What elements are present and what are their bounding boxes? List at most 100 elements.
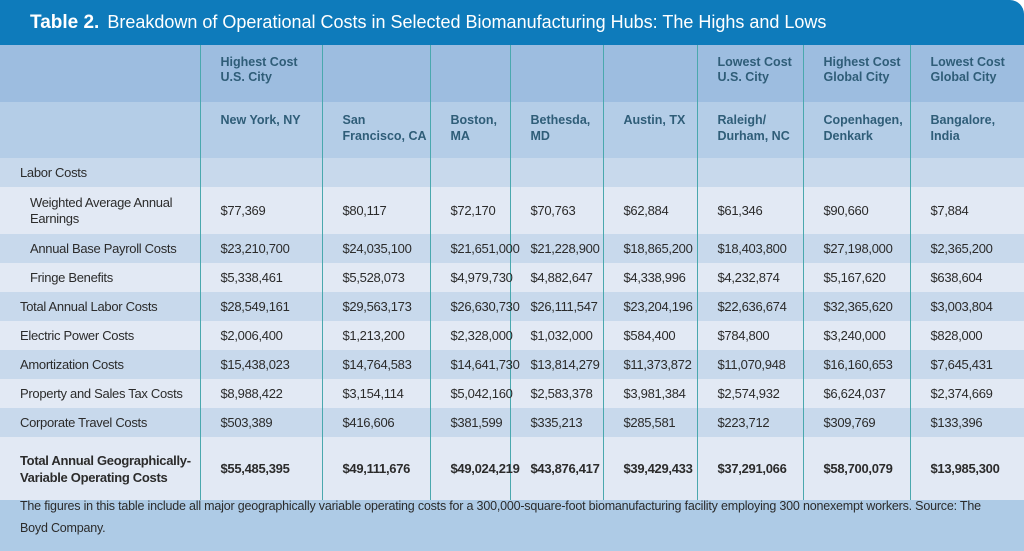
- column-category: Lowest Cost U.S. City: [696, 45, 803, 102]
- cell: $49,024,219: [429, 437, 520, 500]
- cell: $638,604: [909, 263, 1024, 292]
- cell: $1,032,000: [509, 321, 603, 350]
- cell: $8,988,422: [199, 379, 322, 408]
- cell: [802, 158, 910, 187]
- row-label: Fringe Benefits: [0, 263, 200, 292]
- table-row: Weighted Average Annual Earnings $77,369…: [0, 187, 1024, 234]
- table-row: Electric Power Costs $2,006,400 $1,213,2…: [0, 321, 1024, 350]
- cell: $5,042,160: [429, 379, 513, 408]
- cell: $4,338,996: [602, 263, 697, 292]
- row-label: Weighted Average Annual Earnings: [0, 187, 200, 234]
- cell: $13,814,279: [509, 350, 603, 379]
- cell: $29,563,173: [321, 292, 430, 321]
- cell: $49,111,676: [321, 437, 430, 500]
- cell: $26,630,730: [429, 292, 520, 321]
- column-category: Highest Cost Global City: [802, 45, 910, 102]
- column-category: [429, 45, 510, 102]
- cell: $5,528,073: [321, 263, 430, 292]
- cell: $2,328,000: [429, 321, 513, 350]
- row-label: Corporate Travel Costs: [0, 408, 200, 437]
- cell: $27,198,000: [802, 234, 910, 263]
- table-row: Amortization Costs $15,438,023 $14,764,5…: [0, 350, 1024, 379]
- column-city: Bethesda, MD: [509, 102, 603, 158]
- cell: $3,003,804: [909, 292, 1024, 321]
- table-number: Table 2.: [30, 11, 100, 33]
- cell: $77,369: [199, 187, 322, 234]
- cell: [321, 158, 430, 187]
- cell: $2,583,378: [509, 379, 603, 408]
- cell: $18,403,800: [696, 234, 803, 263]
- cell: $11,373,872: [602, 350, 697, 379]
- cell: $285,581: [602, 408, 697, 437]
- cell: $21,228,900: [509, 234, 603, 263]
- table-row: Property and Sales Tax Costs $8,988,422 …: [0, 379, 1024, 408]
- row-label: Annual Base Payroll Costs: [0, 234, 200, 263]
- cell: $5,338,461: [199, 263, 322, 292]
- cell: $4,979,730: [429, 263, 513, 292]
- column-city: San Francisco, CA: [321, 102, 430, 158]
- cell: $223,712: [696, 408, 803, 437]
- row-label: Amortization Costs: [0, 350, 200, 379]
- cell: $72,170: [429, 187, 510, 234]
- cell: $15,438,023: [199, 350, 322, 379]
- cell: [696, 158, 803, 187]
- table-row: Fringe Benefits $5,338,461 $5,528,073 $4…: [0, 263, 1024, 292]
- cell: $28,549,161: [199, 292, 322, 321]
- cell: $381,599: [429, 408, 510, 437]
- cell: [199, 158, 322, 187]
- column-category: [509, 45, 603, 102]
- cell: $7,645,431: [909, 350, 1024, 379]
- cell: $43,876,417: [509, 437, 603, 500]
- table-row: Annual Base Payroll Costs $23,210,700 $2…: [0, 234, 1024, 263]
- cell: $13,985,300: [909, 437, 1024, 500]
- cell: $21,651,000: [429, 234, 520, 263]
- cell: $2,365,200: [909, 234, 1024, 263]
- cell: [509, 158, 603, 187]
- cell: $14,641,730: [429, 350, 520, 379]
- cell: $23,210,700: [199, 234, 322, 263]
- column-category: Lowest Cost Global City: [909, 45, 1024, 102]
- cell: $1,213,200: [321, 321, 430, 350]
- cell: $2,574,932: [696, 379, 803, 408]
- cell: $90,660: [802, 187, 910, 234]
- cell: $32,365,620: [802, 292, 910, 321]
- column-category: [602, 45, 697, 102]
- cell: $4,232,874: [696, 263, 803, 292]
- cell: $584,400: [602, 321, 697, 350]
- cell: $416,606: [321, 408, 430, 437]
- column-city: Copenhagen, Denkark: [802, 102, 910, 158]
- cell: $784,800: [696, 321, 803, 350]
- cell: $24,035,100: [321, 234, 430, 263]
- row-label: Total Annual Labor Costs: [0, 292, 200, 321]
- cell: $3,154,114: [321, 379, 430, 408]
- cell: $4,882,647: [509, 263, 603, 292]
- cell: $58,700,079: [802, 437, 910, 500]
- table-title: Breakdown of Operational Costs in Select…: [107, 12, 827, 32]
- cell: [429, 158, 510, 187]
- table-title-bar: Table 2. Breakdown of Operational Costs …: [0, 0, 1024, 45]
- header-empty: [0, 45, 200, 102]
- cell: $22,636,674: [696, 292, 803, 321]
- cell: $828,000: [909, 321, 1024, 350]
- column-category: [321, 45, 430, 102]
- cell: $37,291,066: [696, 437, 803, 500]
- column-city: New York, NY: [199, 102, 322, 158]
- cell: $70,763: [509, 187, 603, 234]
- column-city: Boston, MA: [429, 102, 510, 158]
- column-city: Raleigh/ Durham, NC: [696, 102, 803, 158]
- row-label: Total Annual Geographically-Variable Ope…: [0, 437, 200, 500]
- cell: $3,981,384: [602, 379, 697, 408]
- column-city: Bangalore, India: [909, 102, 1024, 158]
- cell: $55,485,395: [199, 437, 322, 500]
- header-row-category: Highest Cost U.S. City Lowest Cost U.S. …: [0, 45, 1024, 102]
- cell: $62,884: [602, 187, 697, 234]
- cell: $5,167,620: [802, 263, 910, 292]
- cell: $80,117: [321, 187, 430, 234]
- header-empty: [0, 102, 200, 158]
- row-label: Property and Sales Tax Costs: [0, 379, 200, 408]
- cell: $309,769: [802, 408, 910, 437]
- column-city: Austin, TX: [602, 102, 697, 158]
- table-row: Corporate Travel Costs $503,389 $416,606…: [0, 408, 1024, 437]
- table-row: Total Annual Labor Costs $28,549,161 $29…: [0, 292, 1024, 321]
